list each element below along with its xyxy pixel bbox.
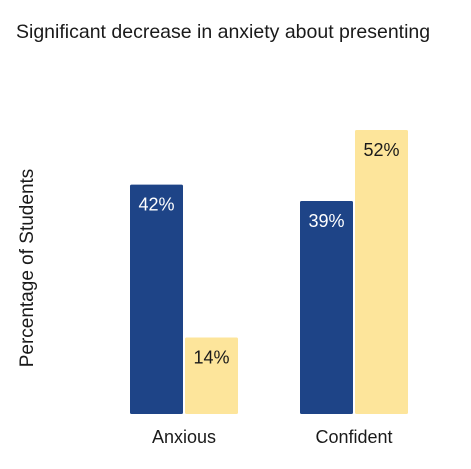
bar-confident-2 (355, 130, 408, 414)
y-axis-label: Percentage of Students (17, 169, 38, 368)
data-label-confident-2: 52% (363, 140, 399, 160)
bar-anxious-2 (185, 337, 238, 414)
bar-anxious-1 (130, 184, 183, 414)
chart-title: Significant decrease in anxiety about pr… (16, 21, 431, 43)
data-label-confident-1: 39% (308, 211, 344, 231)
data-label-anxious-2: 14% (193, 348, 229, 368)
x-tick-label-confident: Confident (315, 427, 392, 447)
data-label-anxious-1: 42% (138, 195, 174, 215)
x-tick-label-anxious: Anxious (152, 427, 216, 447)
bar-confident-1 (300, 201, 353, 414)
